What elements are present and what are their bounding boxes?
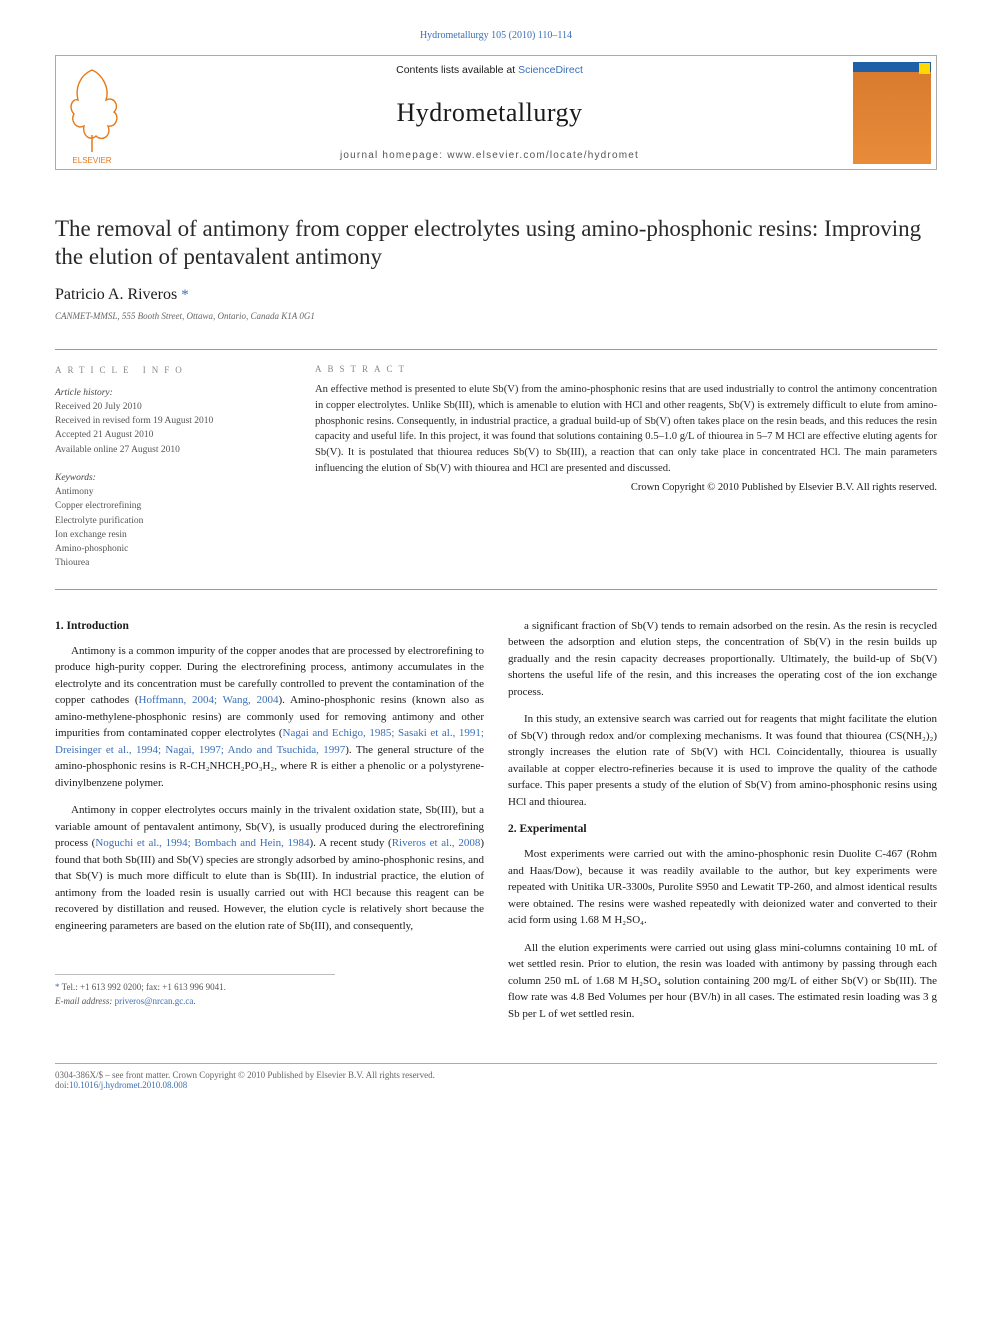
citation-link[interactable]: Hoffmann, 2004; Wang, 2004 (139, 694, 279, 706)
footnote-tail: . (193, 996, 195, 1006)
journal-homepage: journal homepage: www.elsevier.com/locat… (137, 150, 842, 161)
para: Antimony is a common impurity of the cop… (55, 643, 484, 792)
meta-bottom-rule (55, 589, 937, 590)
corresponding-author-mark[interactable]: * (181, 287, 189, 303)
author-line: Patricio A. Riveros * (55, 286, 937, 304)
footer-doi: doi:10.1016/j.hydromet.2010.08.008 (55, 1080, 937, 1090)
header-center: Contents lists available at ScienceDirec… (131, 56, 848, 169)
journal-citation-top[interactable]: Hydrometallurgy 105 (2010) 110–114 (55, 30, 937, 41)
body-col-right: a significant fraction of Sb(V) tends to… (508, 618, 937, 1034)
keyword: Thiourea (55, 556, 272, 570)
article-history-head: Article history: (55, 386, 272, 400)
abstract-heading: abstract (315, 364, 937, 374)
date-received: Received 20 July 2010 (55, 400, 272, 414)
t: ) found that both Sb(III) and Sb(V) spec… (55, 837, 484, 932)
abstract-copyright: Crown Copyright © 2010 Published by Else… (315, 482, 937, 493)
keyword: Amino-phosphonic (55, 542, 272, 556)
para: In this study, an extensive search was c… (508, 711, 937, 810)
citation-link[interactable]: Noguchi et al., 1994; Bombach and Hein, … (95, 837, 309, 849)
body-col-left: 1. Introduction Antimony is a common imp… (55, 618, 484, 1034)
corresponding-footnote: * Tel.: +1 613 992 0200; fax: +1 613 996… (55, 974, 335, 1008)
footer-copyright: 0304-386X/$ – see front matter. Crown Co… (55, 1070, 937, 1080)
contents-lists-line: Contents lists available at ScienceDirec… (137, 64, 842, 76)
article-info-heading: article info (55, 364, 272, 378)
abstract-block: abstract An effective method is presente… (290, 350, 937, 571)
page-footer: 0304-386X/$ – see front matter. Crown Co… (55, 1063, 937, 1090)
doi-link[interactable]: 10.1016/j.hydromet.2010.08.008 (69, 1080, 187, 1090)
footnote-tel: Tel.: +1 613 992 0200; fax: +1 613 996 9… (60, 982, 226, 992)
keyword: Antimony (55, 485, 272, 499)
footnote-email-label: E-mail address: (55, 996, 115, 1006)
date-revised: Received in revised form 19 August 2010 (55, 414, 272, 428)
keyword: Electrolyte purification (55, 514, 272, 528)
journal-name: Hydrometallurgy (137, 98, 842, 128)
para: a significant fraction of Sb(V) tends to… (508, 618, 937, 701)
journal-cover-thumb (848, 56, 936, 169)
author-name: Patricio A. Riveros (55, 286, 181, 303)
keywords-head: Keywords: (55, 471, 272, 485)
date-accepted: Accepted 21 August 2010 (55, 428, 272, 442)
journal-header: ELSEVIER Contents lists available at Sci… (55, 55, 937, 170)
abstract-text: An effective method is presented to elut… (315, 382, 937, 476)
elsevier-logo: ELSEVIER (56, 56, 131, 169)
citation-link[interactable]: Riveros et al., 2008 (392, 837, 481, 849)
elsevier-tree-icon: ELSEVIER (60, 60, 125, 165)
contents-lists-pre: Contents lists available at (396, 64, 518, 76)
author-affiliation: CANMET-MMSL, 555 Booth Street, Ottawa, O… (55, 311, 937, 321)
t: ). A recent study ( (310, 837, 392, 849)
body-columns: 1. Introduction Antimony is a common imp… (55, 618, 937, 1034)
section-1-heading: 1. Introduction (55, 618, 484, 635)
svg-text:ELSEVIER: ELSEVIER (72, 156, 111, 165)
cover-image (853, 62, 931, 164)
article-info-sidebar: article info Article history: Received 2… (55, 350, 290, 571)
sciencedirect-link[interactable]: ScienceDirect (518, 64, 583, 76)
para: All the elution experiments were carried… (508, 940, 937, 1023)
date-online: Available online 27 August 2010 (55, 443, 272, 457)
para: Most experiments were carried out with t… (508, 846, 937, 929)
para: Antimony in copper electrolytes occurs m… (55, 802, 484, 934)
section-2-heading: 2. Experimental (508, 821, 937, 838)
title-block: The removal of antimony from copper elec… (55, 215, 937, 321)
article-title: The removal of antimony from copper elec… (55, 215, 937, 270)
keyword: Ion exchange resin (55, 528, 272, 542)
keyword: Copper electrorefining (55, 499, 272, 513)
footnote-email-link[interactable]: priveros@nrcan.gc.ca (115, 996, 194, 1006)
meta-row: article info Article history: Received 2… (55, 349, 937, 571)
